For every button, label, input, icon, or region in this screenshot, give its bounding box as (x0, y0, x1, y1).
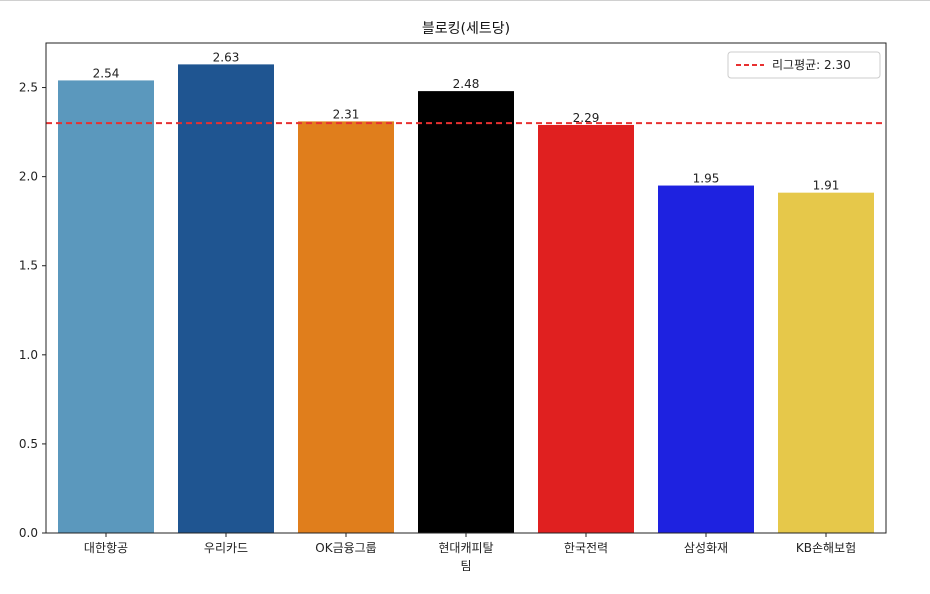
x-tick-label: OK금융그룹 (315, 541, 376, 555)
bar (178, 64, 274, 533)
bar (538, 124, 634, 534)
window-top-border (0, 0, 930, 1)
x-axis: 대한항공 우리카드 OK금융그룹 현대캐피탈 팀 한국전력 삼성화재 KB손해보험 (84, 533, 856, 573)
bar (658, 185, 754, 533)
bar-value-label: 2.31 (333, 107, 360, 121)
legend-entry-label: 리그평균: 2.30 (772, 58, 851, 72)
x-tick-label: KB손해보험 (796, 541, 856, 555)
bars-group: 2.54 2.63 2.31 2.48 2.29 1.95 1.91 (58, 50, 874, 534)
y-tick-label: 0.5 (19, 437, 38, 451)
y-tick-label: 1.0 (19, 348, 38, 362)
x-tick-label: 삼성화재 (684, 541, 728, 555)
bar (58, 80, 154, 533)
bar-value-label: 2.63 (213, 50, 240, 64)
y-axis: 0.0 0.5 1.0 1.5 2.0 2.5 (19, 81, 46, 540)
x-tick-label: 대한항공 (84, 541, 128, 555)
bar-value-label: 2.48 (453, 77, 480, 91)
bar-value-label: 1.95 (693, 172, 720, 186)
bar (298, 121, 394, 534)
x-tick-label: 우리카드 (204, 541, 248, 555)
y-tick-label: 2.5 (19, 81, 38, 95)
x-tick-label: 현대캐피탈 팀 (438, 541, 493, 573)
bar-value-label: 1.91 (813, 179, 840, 193)
y-tick-label: 1.5 (19, 259, 38, 273)
y-tick-label: 0.0 (19, 526, 38, 540)
legend: 리그평균: 2.30 (727, 51, 881, 79)
x-tick-label: 한국전력 (564, 541, 608, 555)
y-tick-label: 2.0 (19, 170, 38, 184)
legend-box (727, 51, 881, 79)
bar-value-label: 2.29 (573, 111, 600, 125)
chart-title: 블로킹(세트당) (422, 21, 510, 37)
bar (778, 192, 874, 533)
bar (418, 91, 514, 533)
bar-value-label: 2.54 (93, 66, 120, 80)
